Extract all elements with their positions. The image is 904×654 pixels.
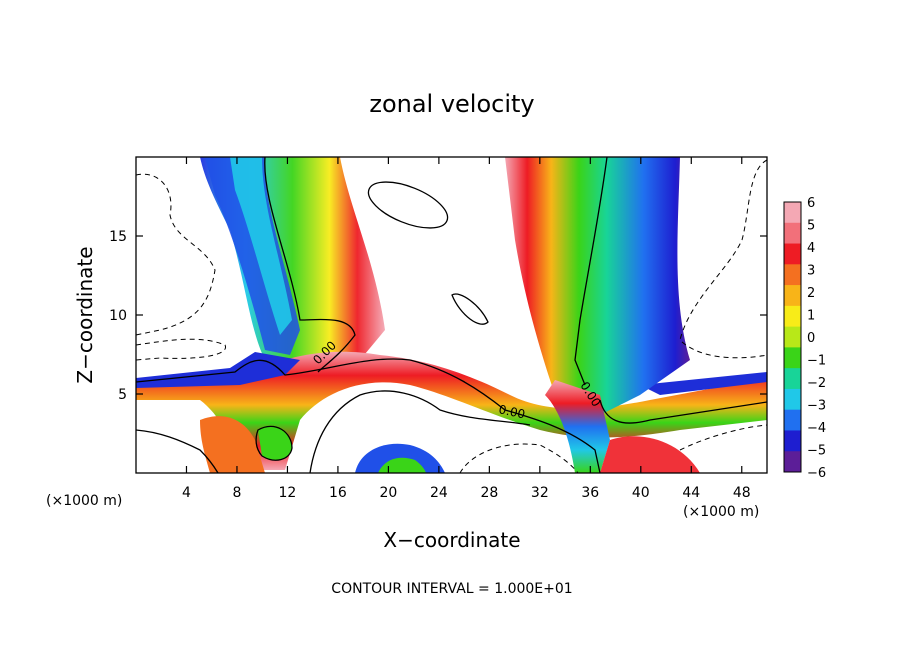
colorbar-swatch xyxy=(784,451,801,473)
colorbar-frame xyxy=(783,201,802,473)
contour-label-2: 0.00 xyxy=(497,402,526,421)
dashed-contour-bottom-right xyxy=(679,424,767,451)
colorbar-tick-label: 2 xyxy=(807,286,815,301)
y-axis-label: Z−coordinate xyxy=(73,246,97,383)
x-tick-label: 20 xyxy=(379,485,397,501)
contour-bottom-left-loop xyxy=(255,425,293,461)
colorbar-swatch xyxy=(784,409,801,431)
colorbar-swatch xyxy=(784,264,801,286)
left-branch-cyan xyxy=(230,157,292,335)
dashed-contour-bottom-mid xyxy=(459,443,579,473)
low-level-blue-strip xyxy=(136,352,300,388)
y-tick-label: 15 xyxy=(109,229,127,245)
colorbar-tick-label: 3 xyxy=(807,264,815,279)
low-level-band xyxy=(136,351,767,470)
bottom-green-core xyxy=(378,457,426,473)
zero-contour-right-lower xyxy=(599,399,767,424)
bottom-left-green-patch xyxy=(258,426,292,461)
colorbar-tick-label: −4 xyxy=(807,421,826,436)
zero-contour-band-top xyxy=(136,358,601,473)
colorbar-swatch xyxy=(784,305,801,328)
colorbar-tick-label: 1 xyxy=(807,309,815,324)
plot-area: 0.00 0.00 0.00 xyxy=(136,157,767,473)
bottom-left-patch xyxy=(200,416,265,473)
colorbar-tick-label: 0 xyxy=(807,331,815,346)
bottom-right-patch xyxy=(600,436,700,473)
x-tick-label: 32 xyxy=(531,485,549,501)
colorbar-swatch xyxy=(784,326,801,348)
right-upper-plume xyxy=(505,157,690,420)
colorbar-tick-label: −5 xyxy=(807,444,826,459)
colorbar-swatch xyxy=(784,202,801,224)
y-tick-label: 5 xyxy=(118,387,127,403)
x-tick-label: 28 xyxy=(480,485,498,501)
contour-small-loop xyxy=(451,293,489,325)
colorbar: 6 5 4 3 2 1 0 −1 −2 −3 −4 −5 −6 xyxy=(783,196,826,481)
contour-upper-ellipse xyxy=(367,181,449,229)
colorbar-swatch xyxy=(784,347,801,369)
y-axis: 5 10 15 xyxy=(109,229,767,403)
x-unit-label-left: (×1000 m) xyxy=(46,493,122,509)
zero-contour-right xyxy=(574,157,608,386)
x-tick-label: 24 xyxy=(430,485,448,501)
colorbar-tick-label: −2 xyxy=(807,376,826,391)
x-tick-label: 44 xyxy=(682,485,700,501)
chart-title: zonal velocity xyxy=(369,90,534,118)
colorbar-swatch xyxy=(784,430,801,452)
zero-contour-left xyxy=(264,157,356,373)
colorbar-tick-label: −1 xyxy=(807,354,826,369)
x-axis: 4 8 12 16 20 24 28 32 36 40 44 48 xyxy=(182,157,751,501)
colorbar-tick-label: 6 xyxy=(807,196,815,211)
dashed-contour-left-mid xyxy=(136,338,226,361)
dashed-contour-left-upper xyxy=(136,173,216,336)
x-tick-label: 8 xyxy=(232,485,241,501)
x-tick-label: 36 xyxy=(581,485,599,501)
contour-interval-footer: CONTOUR INTERVAL = 1.000E+01 xyxy=(331,581,572,597)
x-axis-label: X−coordinate xyxy=(383,528,520,552)
x-unit-label-right: (×1000 m) xyxy=(683,504,759,520)
x-tick-label: 16 xyxy=(329,485,347,501)
contour-bottom-left-line xyxy=(136,429,219,473)
colorbar-tick-label: 4 xyxy=(807,241,815,256)
x-tick-label: 4 xyxy=(182,485,191,501)
right-low-blue-strip xyxy=(640,372,767,395)
colorbar-swatch xyxy=(784,285,801,307)
contour-lines xyxy=(136,157,767,473)
colorbar-tick-label: −6 xyxy=(807,466,826,481)
y-tick-label: 10 xyxy=(109,308,127,324)
dashed-contour-right xyxy=(679,159,767,359)
dashed-contours xyxy=(136,159,767,473)
zero-contour-band-bottom xyxy=(309,390,531,473)
colorbar-tick-label: 5 xyxy=(807,219,815,234)
colorbar-swatch xyxy=(784,222,801,245)
colorbar-swatch xyxy=(784,388,801,411)
colorbar-swatch xyxy=(784,243,801,265)
colorbar-tick-label: −3 xyxy=(807,399,826,414)
x-tick-label: 48 xyxy=(733,485,751,501)
x-tick-label: 12 xyxy=(279,485,297,501)
x-tick-label: 40 xyxy=(632,485,650,501)
colorbar-swatch xyxy=(784,368,801,390)
